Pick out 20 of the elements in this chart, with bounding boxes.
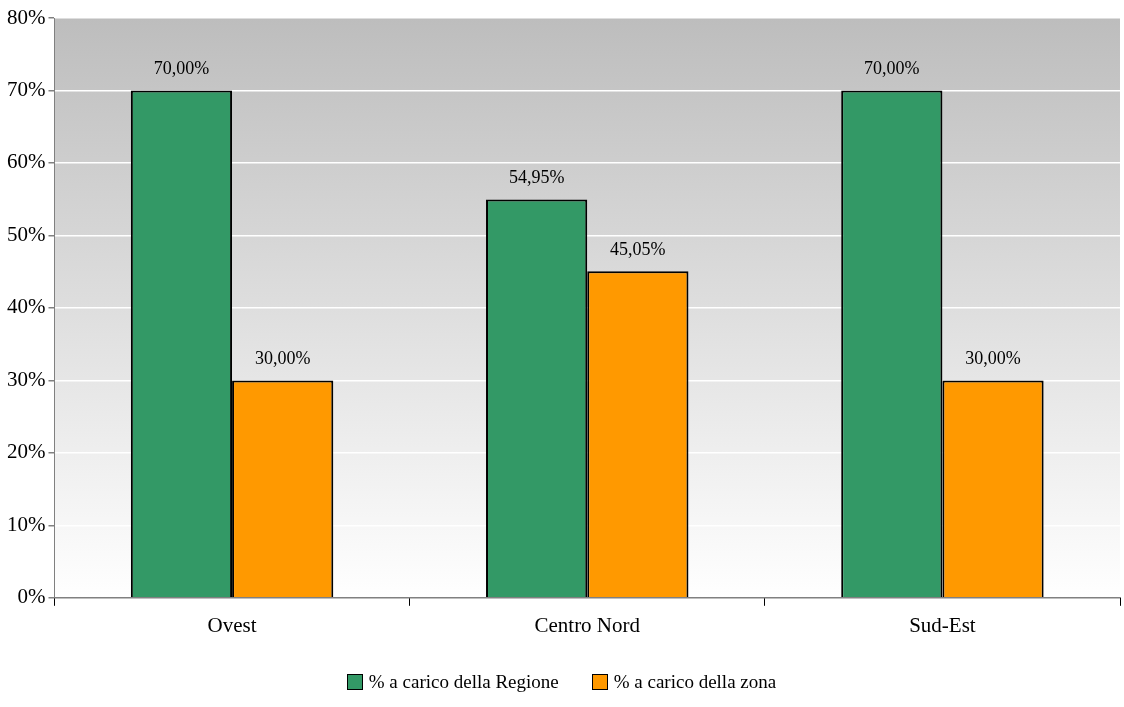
data-label: 30,00% — [254, 348, 311, 369]
data-label: 70,00% — [153, 58, 210, 79]
x-tick-label: Centro Nord — [534, 612, 641, 637]
y-tick-label: 10% — [6, 511, 46, 536]
y-tick-label: 40% — [6, 294, 46, 319]
x-tick-label: Ovest — [207, 612, 257, 637]
data-label: 70,00% — [864, 58, 920, 79]
y-tick-label: 0% — [17, 584, 46, 609]
legend-label: % a carico della Regione — [368, 671, 559, 693]
y-tick-label: 80% — [6, 4, 46, 29]
y-tick-label: 30% — [6, 366, 46, 391]
data-label: 54,95% — [508, 167, 565, 188]
y-tick-label: 20% — [6, 439, 46, 464]
y-tick-label: 60% — [6, 149, 46, 174]
x-tick-label: Sud-Est — [909, 612, 976, 637]
y-tick-label: 70% — [6, 76, 46, 101]
y-tick-label: 50% — [6, 221, 46, 246]
data-label: 45,05% — [610, 239, 666, 260]
data-label: 30,00% — [965, 348, 1021, 369]
legend-label: % a carico della zona — [613, 671, 777, 693]
